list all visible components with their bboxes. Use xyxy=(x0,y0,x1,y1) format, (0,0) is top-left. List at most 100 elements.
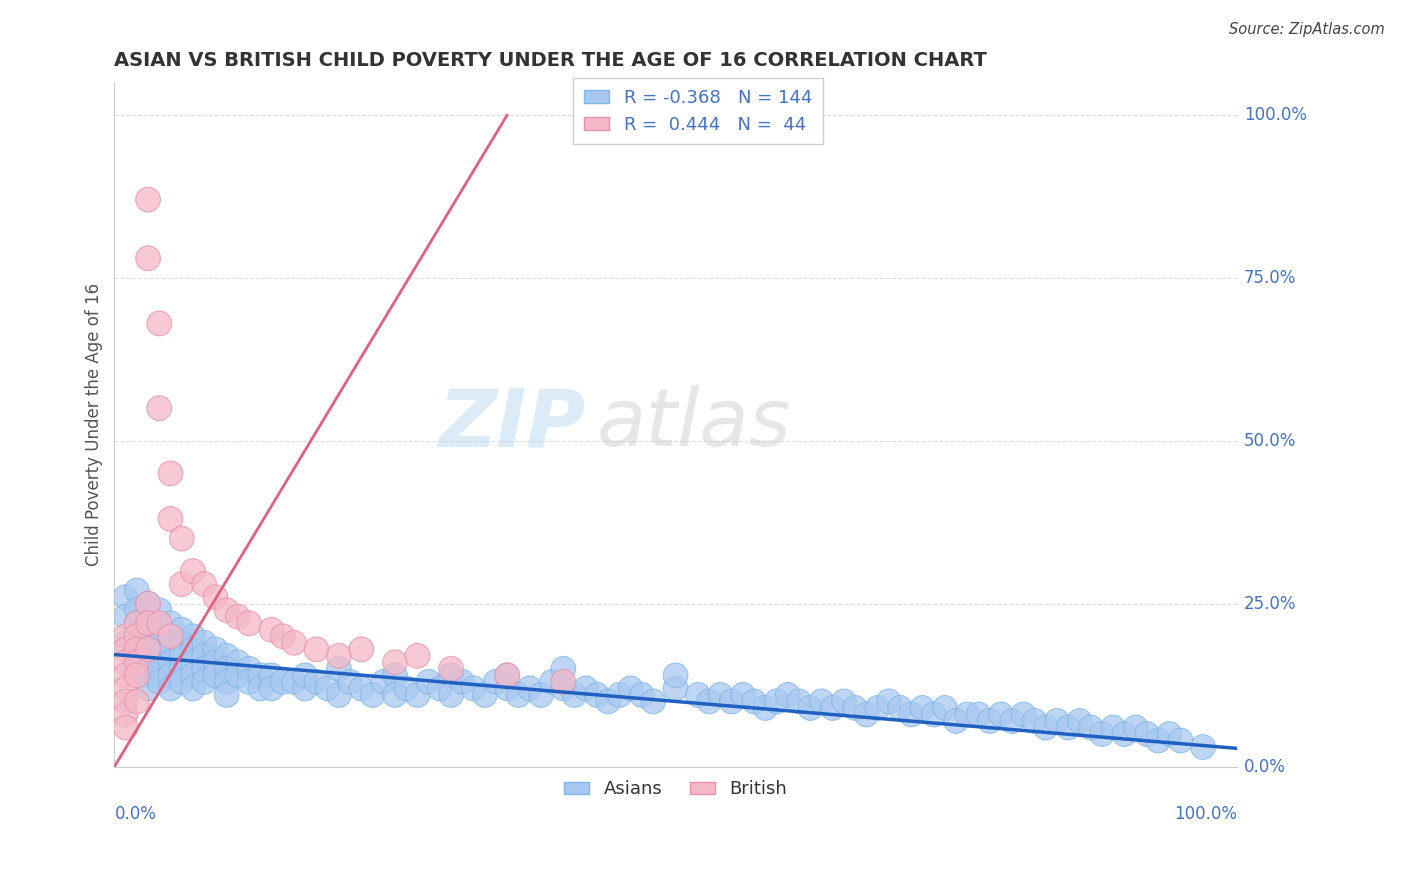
Ellipse shape xyxy=(360,682,385,707)
Ellipse shape xyxy=(214,670,239,694)
Ellipse shape xyxy=(136,246,160,270)
Ellipse shape xyxy=(842,696,868,721)
Ellipse shape xyxy=(1101,715,1126,739)
Ellipse shape xyxy=(619,676,643,701)
Ellipse shape xyxy=(125,650,149,674)
Ellipse shape xyxy=(1135,722,1160,747)
Ellipse shape xyxy=(921,702,946,727)
Ellipse shape xyxy=(315,676,340,701)
Text: 50.0%: 50.0% xyxy=(1244,432,1296,450)
Ellipse shape xyxy=(148,657,172,681)
Ellipse shape xyxy=(247,663,273,688)
Ellipse shape xyxy=(1067,708,1092,733)
Ellipse shape xyxy=(955,702,980,727)
Ellipse shape xyxy=(114,676,138,701)
Ellipse shape xyxy=(742,689,766,714)
Ellipse shape xyxy=(180,558,205,583)
Ellipse shape xyxy=(148,670,172,694)
Ellipse shape xyxy=(1146,728,1170,753)
Ellipse shape xyxy=(898,702,924,727)
Ellipse shape xyxy=(136,611,160,636)
Ellipse shape xyxy=(114,604,138,629)
Ellipse shape xyxy=(439,682,464,707)
Ellipse shape xyxy=(136,187,160,212)
Ellipse shape xyxy=(853,702,879,727)
Ellipse shape xyxy=(326,643,352,668)
Ellipse shape xyxy=(820,696,845,721)
Text: ASIAN VS BRITISH CHILD POVERTY UNDER THE AGE OF 16 CORRELATION CHART: ASIAN VS BRITISH CHILD POVERTY UNDER THE… xyxy=(114,51,987,70)
Ellipse shape xyxy=(125,637,149,662)
Ellipse shape xyxy=(292,663,318,688)
Ellipse shape xyxy=(1191,735,1215,759)
Text: 0.0%: 0.0% xyxy=(1244,757,1285,775)
Ellipse shape xyxy=(159,611,183,636)
Ellipse shape xyxy=(125,624,149,648)
Ellipse shape xyxy=(1168,728,1192,753)
Ellipse shape xyxy=(125,650,149,674)
Ellipse shape xyxy=(169,572,194,597)
Ellipse shape xyxy=(551,670,575,694)
Ellipse shape xyxy=(988,702,1014,727)
Ellipse shape xyxy=(159,676,183,701)
Ellipse shape xyxy=(596,689,620,714)
Ellipse shape xyxy=(114,637,138,662)
Ellipse shape xyxy=(214,657,239,681)
Ellipse shape xyxy=(439,663,464,688)
Ellipse shape xyxy=(630,682,654,707)
Ellipse shape xyxy=(461,676,486,701)
Ellipse shape xyxy=(191,670,217,694)
Ellipse shape xyxy=(405,643,430,668)
Ellipse shape xyxy=(136,650,160,674)
Ellipse shape xyxy=(125,663,149,688)
Ellipse shape xyxy=(169,526,194,551)
Ellipse shape xyxy=(405,682,430,707)
Ellipse shape xyxy=(394,676,419,701)
Ellipse shape xyxy=(247,676,273,701)
Ellipse shape xyxy=(754,696,778,721)
Ellipse shape xyxy=(529,682,553,707)
Ellipse shape xyxy=(574,676,598,701)
Ellipse shape xyxy=(1157,722,1181,747)
Ellipse shape xyxy=(664,663,688,688)
Ellipse shape xyxy=(125,611,149,636)
Ellipse shape xyxy=(159,650,183,674)
Ellipse shape xyxy=(966,702,991,727)
Ellipse shape xyxy=(416,670,441,694)
Ellipse shape xyxy=(114,663,138,688)
Ellipse shape xyxy=(977,708,1002,733)
Ellipse shape xyxy=(450,670,475,694)
Ellipse shape xyxy=(180,624,205,648)
Ellipse shape xyxy=(169,617,194,642)
Ellipse shape xyxy=(349,637,374,662)
Ellipse shape xyxy=(191,572,217,597)
Ellipse shape xyxy=(125,624,149,648)
Ellipse shape xyxy=(214,682,239,707)
Ellipse shape xyxy=(169,643,194,668)
Ellipse shape xyxy=(1078,715,1104,739)
Ellipse shape xyxy=(1045,708,1070,733)
Ellipse shape xyxy=(551,676,575,701)
Ellipse shape xyxy=(236,611,262,636)
Ellipse shape xyxy=(202,585,228,609)
Ellipse shape xyxy=(349,676,374,701)
Text: 100.0%: 100.0% xyxy=(1244,106,1306,124)
Ellipse shape xyxy=(876,689,901,714)
Ellipse shape xyxy=(607,682,631,707)
Text: 0.0%: 0.0% xyxy=(114,805,156,823)
Ellipse shape xyxy=(776,682,800,707)
Ellipse shape xyxy=(517,676,541,701)
Ellipse shape xyxy=(136,637,160,662)
Ellipse shape xyxy=(720,689,744,714)
Ellipse shape xyxy=(270,624,295,648)
Ellipse shape xyxy=(495,663,520,688)
Ellipse shape xyxy=(114,631,138,655)
Ellipse shape xyxy=(1011,702,1036,727)
Ellipse shape xyxy=(214,598,239,623)
Ellipse shape xyxy=(148,611,172,636)
Ellipse shape xyxy=(225,604,250,629)
Ellipse shape xyxy=(304,637,329,662)
Ellipse shape xyxy=(214,643,239,668)
Ellipse shape xyxy=(225,650,250,674)
Ellipse shape xyxy=(270,670,295,694)
Ellipse shape xyxy=(136,591,160,616)
